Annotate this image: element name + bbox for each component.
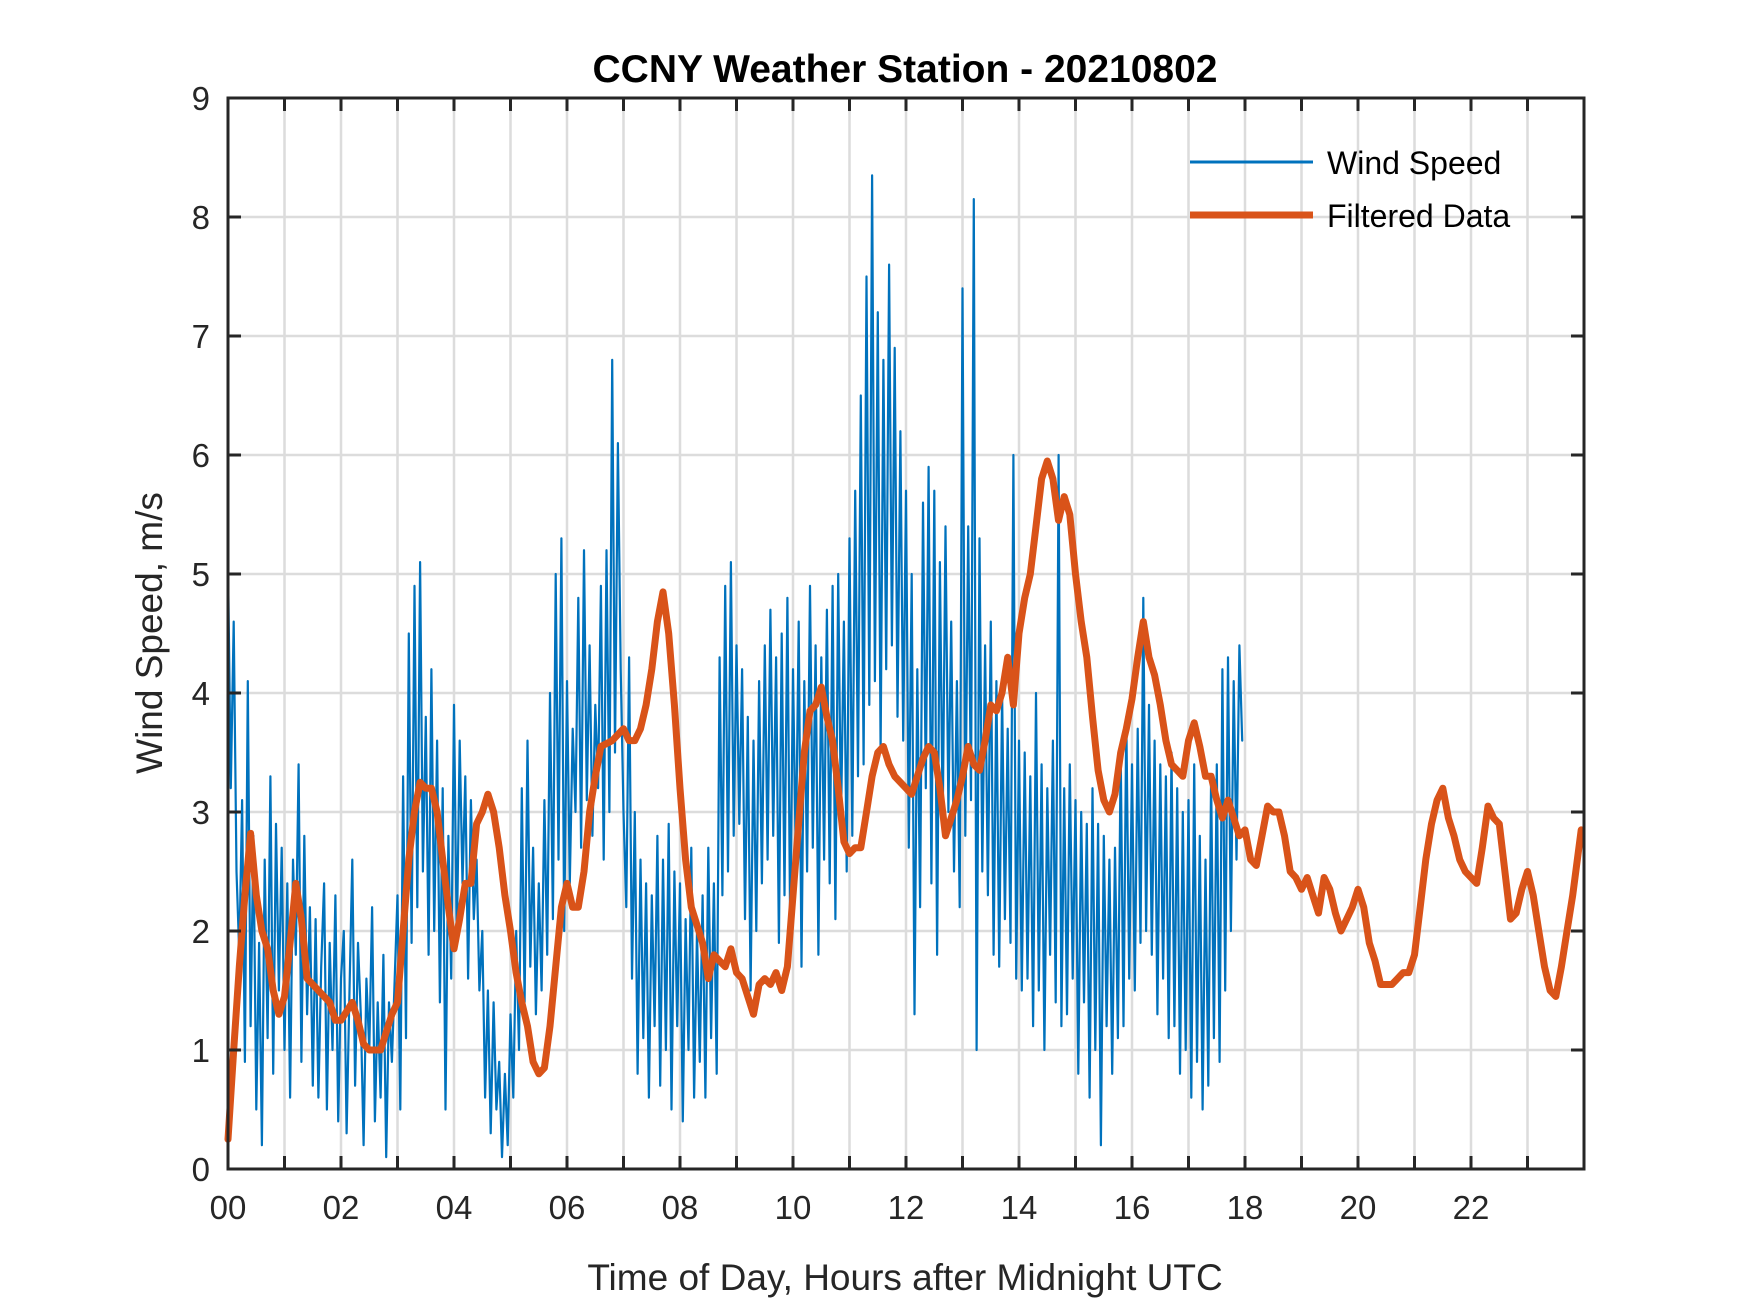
x-tick-label: 02 (323, 1189, 360, 1226)
y-tick-label: 7 (192, 318, 210, 355)
x-tick-labels: 00 02 04 06 08 10 12 14 16 18 20 22 (210, 1189, 1490, 1226)
y-tick-label: 0 (192, 1151, 210, 1188)
x-tick-label: 10 (775, 1189, 812, 1226)
x-axis-label: Time of Day, Hours after Midnight UTC (587, 1257, 1222, 1298)
x-tick-label: 20 (1340, 1189, 1377, 1226)
x-tick-label: 08 (662, 1189, 699, 1226)
y-tick-label: 3 (192, 794, 210, 831)
x-tick-label: 06 (549, 1189, 586, 1226)
y-tick-labels: 0 1 2 3 4 5 6 7 8 9 (192, 80, 210, 1188)
x-tick-label: 00 (210, 1189, 247, 1226)
y-tick-label: 6 (192, 437, 210, 474)
series-layer (224, 174, 1585, 1159)
y-axis-label: Wind Speed, m/s (129, 492, 170, 774)
legend: Wind Speed Filtered Data (1190, 145, 1510, 234)
axis-ticks (228, 96, 1584, 1171)
y-tick-label: 9 (192, 80, 210, 117)
x-tick-label: 16 (1114, 1189, 1151, 1226)
y-tick-label: 1 (192, 1032, 210, 1069)
x-tick-label: 12 (888, 1189, 925, 1226)
y-tick-label: 2 (192, 913, 210, 950)
series-line-wind-speed (226, 174, 1244, 1159)
x-tick-label: 22 (1453, 1189, 1490, 1226)
x-tick-label: 18 (1227, 1189, 1264, 1226)
x-tick-label: 14 (1001, 1189, 1038, 1226)
legend-label-wind-speed: Wind Speed (1327, 145, 1501, 181)
legend-label-filtered-data: Filtered Data (1327, 198, 1510, 234)
y-tick-label: 8 (192, 199, 210, 236)
y-tick-label: 4 (192, 675, 210, 712)
series-line-filtered-data (224, 457, 1585, 1143)
chart-title: CCNY Weather Station - 20210802 (593, 48, 1218, 91)
y-tick-label: 5 (192, 556, 210, 593)
x-tick-label: 04 (436, 1189, 473, 1226)
